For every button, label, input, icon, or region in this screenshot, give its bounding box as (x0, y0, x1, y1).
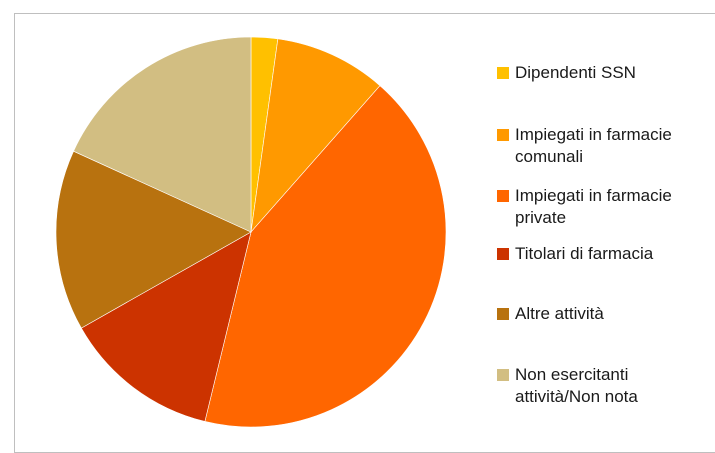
legend-label: Impiegati in farmacie comunali (515, 125, 672, 166)
legend-swatch (497, 129, 509, 141)
pie-slice-3 (80, 231, 252, 422)
legend-swatch (497, 67, 509, 79)
legend-item-impiegati-comunali: Impiegati in farmacie comunali (497, 124, 715, 168)
legend: Dipendenti SSN Impiegati in farmacie com… (497, 0, 715, 440)
legend-label: Impiegati in farmacie private (515, 186, 672, 227)
legend-swatch (497, 248, 509, 260)
pie-slice-5 (73, 36, 252, 233)
legend-label: Non esercitanti attività/Non nota (515, 365, 638, 406)
pie-chart (55, 36, 447, 428)
legend-label: Altre attività (515, 304, 604, 323)
legend-swatch (497, 369, 509, 381)
legend-swatch (497, 308, 509, 320)
pie-slices (55, 36, 447, 428)
pie-slice-2 (204, 85, 447, 428)
legend-item-impiegati-private: Impiegati in farmacie private (497, 185, 715, 229)
pie-slice-1 (250, 38, 381, 233)
pie-slice-4 (55, 150, 252, 329)
legend-swatch (497, 190, 509, 202)
legend-label: Titolari di farmacia (515, 244, 654, 263)
legend-label: Dipendenti SSN (515, 63, 636, 82)
legend-item-titolari: Titolari di farmacia (497, 243, 715, 265)
legend-item-non-esercitanti: Non esercitanti attività/Non nota (497, 364, 715, 408)
legend-item-dipendenti-ssn: Dipendenti SSN (497, 62, 715, 84)
legend-item-altre-attivita: Altre attività (497, 303, 715, 325)
